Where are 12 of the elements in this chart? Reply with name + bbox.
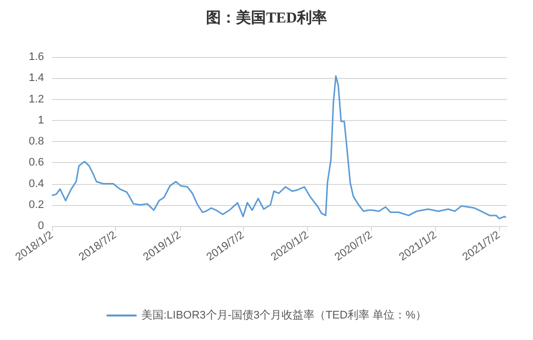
y-tick-label: 0.6 <box>28 156 44 169</box>
y-tick-label: 1.2 <box>28 93 44 106</box>
chart-title: 图：美国TED利率 <box>206 8 327 26</box>
y-tick-label: 0 <box>38 220 44 232</box>
legend-label: 美国:LIBOR3个月-国债3个月收益率（TED利率 单位：%） <box>142 308 426 322</box>
y-tick-label: 1.4 <box>28 72 44 84</box>
line-series <box>51 75 507 220</box>
y-tick-label: 1 <box>38 114 44 126</box>
y-tick-label: 0.4 <box>28 178 44 190</box>
y-tick-label: 1.6 <box>28 51 44 63</box>
y-tick-label: 0.8 <box>28 136 44 148</box>
y-tick-label: 0.2 <box>28 198 44 211</box>
